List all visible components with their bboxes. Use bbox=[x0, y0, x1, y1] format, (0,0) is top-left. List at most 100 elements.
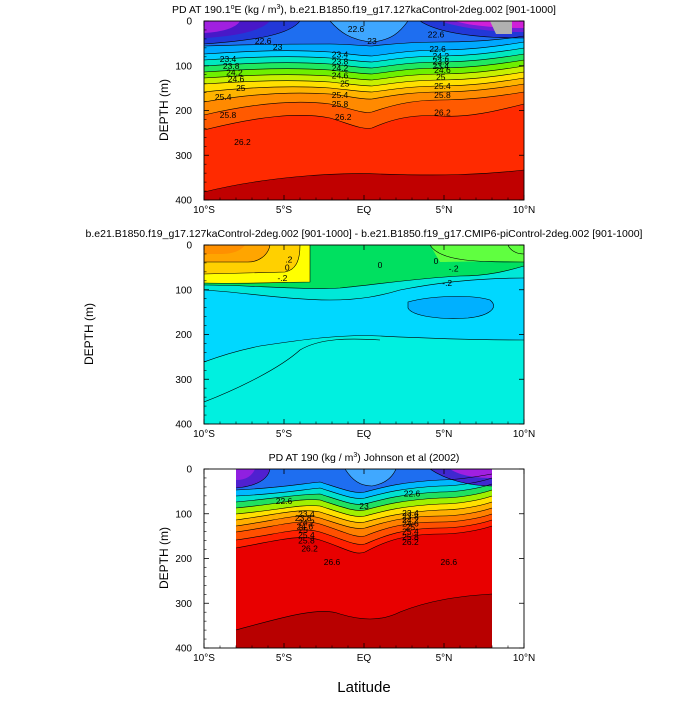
x-tick-label: EQ bbox=[357, 429, 372, 440]
contour-label: 24.2 bbox=[332, 63, 349, 73]
contour-label: -.2 bbox=[277, 273, 287, 283]
panel-model-density: PD AT 190.1oE (kg / m3), b.e21.B1850.f19… bbox=[157, 4, 556, 216]
contour-label: 25 bbox=[298, 525, 308, 535]
contour-label: 24.6 bbox=[297, 521, 314, 531]
x-tick-label: EQ bbox=[357, 205, 372, 216]
contour-label: 0 bbox=[285, 262, 290, 272]
contour-label: 26.2 bbox=[335, 112, 352, 122]
x-tick-label: 10°S bbox=[193, 205, 215, 216]
y-tick-label: 0 bbox=[186, 465, 192, 476]
panel-density-difference: b.e21.B1850.f19_g17.127kaControl-2deg.00… bbox=[82, 228, 643, 440]
contour-label: 25 bbox=[340, 79, 350, 89]
y-tick-label: 0 bbox=[186, 17, 192, 28]
contour-label: 25.4 bbox=[402, 527, 419, 537]
contour-label: 26.2 bbox=[301, 544, 318, 554]
x-tick-label: 5°S bbox=[276, 205, 293, 216]
contour-label: 25.4 bbox=[215, 92, 232, 102]
panel2-axes: 10°S 5°S EQ 5°N 10°N 0 100 200 300 400 bbox=[175, 241, 535, 441]
panel1-title: PD AT 190.1oE (kg / m3), b.e21.B1850.f19… bbox=[172, 4, 556, 16]
contour-label: 22.6 bbox=[428, 29, 445, 39]
contour-label: 26.2 bbox=[234, 137, 251, 147]
x-tick-label: 10°N bbox=[513, 429, 535, 440]
panel2-ylabel: DEPTH (m) bbox=[82, 303, 96, 365]
y-tick-label: 200 bbox=[175, 106, 192, 117]
contour-label: 25.4 bbox=[298, 530, 315, 540]
contour-label: -.2 bbox=[442, 278, 452, 288]
contour-label: 22.6 bbox=[404, 489, 421, 499]
contour-label: 25.4 bbox=[332, 90, 349, 100]
contour-label: 23.4 bbox=[433, 61, 450, 71]
x-tick-label: 10°S bbox=[193, 429, 215, 440]
contour-label: 22.6 bbox=[348, 24, 365, 34]
x-tick-label: 5°S bbox=[276, 429, 293, 440]
contour-label: 23.8 bbox=[433, 56, 450, 66]
x-tick-label: 10°N bbox=[513, 653, 535, 664]
panel-observed-density: PD AT 190 (kg / m3) Johnson et al (2002) bbox=[157, 452, 535, 664]
contour-label: 24.6 bbox=[402, 519, 419, 529]
contour-label: 24.6 bbox=[434, 65, 451, 75]
x-tick-label: 5°N bbox=[436, 205, 453, 216]
contour-label: 25.8 bbox=[220, 110, 237, 120]
figure-xlabel: Latitude bbox=[337, 679, 390, 696]
panel1-axes: 10°S 5°S EQ 5°N 10°N 0 100 200 300 400 bbox=[175, 17, 535, 217]
contour-label: 23 bbox=[359, 501, 369, 511]
contour-label: 22.6 bbox=[255, 36, 272, 46]
panel1-contour-labels: 22.62322.623.423.824.224.6232525.425.826… bbox=[215, 24, 451, 147]
x-tick-label: 5°S bbox=[276, 653, 293, 664]
panel3-field bbox=[204, 469, 524, 648]
contour-label: 25.8 bbox=[434, 90, 451, 100]
panel3-ylabel: DEPTH (m) bbox=[157, 527, 171, 589]
y-tick-label: 100 bbox=[175, 61, 192, 72]
contour-label: 23.4 bbox=[332, 50, 349, 60]
contour-label: 24.2 bbox=[402, 515, 419, 525]
x-tick-label: 10°S bbox=[193, 653, 215, 664]
contour-label: 23.8 bbox=[402, 511, 419, 521]
contour-label: 25.8 bbox=[332, 99, 349, 109]
contour-label: 22.6 bbox=[429, 44, 446, 54]
contour-label: 24.2 bbox=[433, 51, 450, 61]
contour-label: 24.2 bbox=[298, 518, 315, 528]
panel1-ylabel: DEPTH (m) bbox=[157, 79, 171, 141]
contour-label: 25.8 bbox=[298, 536, 315, 546]
x-tick-label: 10°N bbox=[513, 205, 535, 216]
contour-label: 23 bbox=[273, 42, 283, 52]
contour-label: 0 bbox=[378, 260, 383, 270]
contour-label: 23.4 bbox=[402, 508, 419, 518]
contour-label: 22.6 bbox=[276, 496, 293, 506]
x-tick-label: 5°N bbox=[436, 429, 453, 440]
contour-label: 25 bbox=[436, 72, 446, 82]
panel2-title: b.e21.B1850.f19_g17.127kaControl-2deg.00… bbox=[86, 228, 643, 240]
panel3-title: PD AT 190 (kg / m3) Johnson et al (2002) bbox=[269, 452, 460, 464]
panel2-field bbox=[204, 245, 524, 424]
contour-label: 23.8 bbox=[223, 61, 240, 71]
contour-label: 25 bbox=[236, 83, 246, 93]
contour-label: 26.2 bbox=[434, 108, 451, 118]
y-tick-label: 400 bbox=[175, 644, 192, 655]
contour-label: 26.2 bbox=[402, 537, 419, 547]
contour-label: 23.8 bbox=[332, 56, 349, 66]
y-tick-label: 400 bbox=[175, 420, 192, 431]
contour-label: 24.6 bbox=[332, 71, 349, 81]
contour-label: 23.4 bbox=[220, 54, 237, 64]
contour-label: .2 bbox=[285, 254, 292, 264]
y-tick-label: 400 bbox=[175, 196, 192, 207]
contour-label: 25 bbox=[406, 522, 416, 532]
contour-label: 26.6 bbox=[324, 557, 341, 567]
x-tick-label: 5°N bbox=[436, 653, 453, 664]
y-tick-label: 300 bbox=[175, 375, 192, 386]
contour-label: 25.4 bbox=[434, 81, 451, 91]
contour-label: 0 bbox=[434, 256, 439, 266]
contour-label: 23.8 bbox=[295, 513, 312, 523]
contour-label: 23 bbox=[367, 36, 377, 46]
x-tick-label: EQ bbox=[357, 653, 372, 664]
y-tick-label: 100 bbox=[175, 509, 192, 520]
y-tick-label: 200 bbox=[175, 330, 192, 341]
y-tick-label: 100 bbox=[175, 285, 192, 296]
contour-label: 25.8 bbox=[402, 532, 419, 542]
y-tick-label: 300 bbox=[175, 151, 192, 162]
contour-label: -.2 bbox=[449, 264, 459, 274]
y-tick-label: 300 bbox=[175, 599, 192, 610]
panel2-contour-labels: .20 0 0-.2-.2 -.2 bbox=[277, 254, 458, 288]
